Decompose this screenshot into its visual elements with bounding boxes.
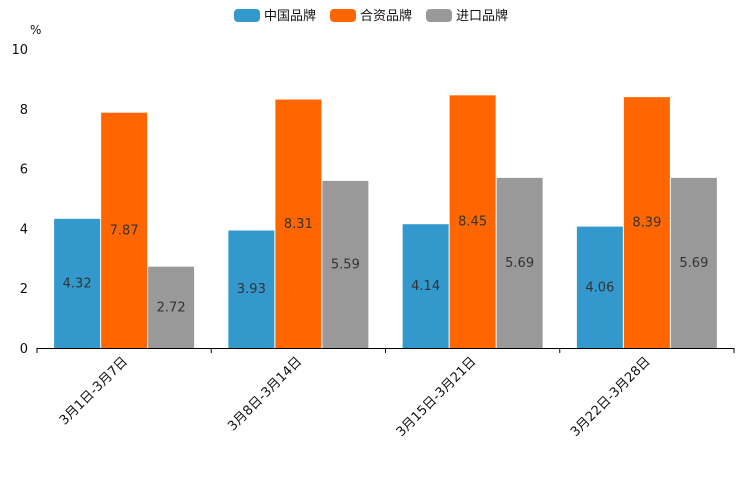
bars: 4.32 3.93 4.14 4.06 7.87 8.31 8.45 8.39 2.72 5.59…	[54, 95, 717, 348]
legend-swatch	[426, 9, 452, 22]
data-label: 5.69	[505, 256, 534, 271]
bar	[576, 226, 623, 348]
legend-swatch	[330, 9, 356, 22]
y-axis-unit: %	[30, 23, 41, 37]
data-label: 5.69	[679, 256, 708, 271]
y-tick-label: 6	[20, 163, 28, 178]
data-label: 8.39	[632, 216, 661, 231]
bar	[275, 99, 322, 348]
bar	[148, 266, 195, 348]
legend-label: 合资品牌	[360, 8, 412, 24]
bar	[54, 218, 101, 348]
bar	[101, 112, 148, 348]
y-tick-label: 10	[11, 43, 28, 58]
x-tick-label: 3月22日-3月28日	[568, 354, 654, 440]
bar	[228, 230, 275, 348]
legend-item[interactable]: 合资品牌	[330, 8, 412, 24]
data-label: 8.45	[458, 215, 487, 230]
legend-label: 进口品牌	[456, 8, 508, 24]
x-tick-label: 3月8日-3月14日	[225, 354, 305, 434]
bar	[670, 177, 717, 348]
data-label: 2.72	[157, 300, 186, 315]
data-label: 3.93	[237, 282, 266, 297]
data-label: 4.06	[585, 280, 614, 295]
data-label: 7.87	[110, 223, 139, 238]
bar	[322, 180, 369, 348]
legend-label: 中国品牌	[264, 8, 316, 24]
bar	[449, 95, 496, 348]
legend: 中国品牌 合资品牌 进口品牌	[234, 8, 508, 24]
y-tick-label: 0	[20, 342, 28, 357]
data-label: 5.59	[331, 257, 360, 272]
bar	[623, 97, 670, 348]
legend-item[interactable]: 中国品牌	[234, 8, 316, 24]
y-axis: 0 2 4 6 8 10	[11, 43, 28, 357]
bar	[496, 177, 543, 348]
x-axis: 3月1日-3月7日 3月8日-3月14日 3月15日-3月21日 3月22日-3月28…	[36, 348, 735, 440]
y-tick-label: 2	[20, 282, 28, 297]
data-label: 4.32	[63, 276, 92, 291]
data-label: 4.14	[411, 279, 440, 294]
x-tick-label: 3月15日-3月21日	[394, 354, 480, 440]
y-tick-label: 4	[20, 222, 28, 237]
y-tick-label: 8	[20, 103, 28, 118]
legend-item[interactable]: 进口品牌	[426, 8, 508, 24]
x-tick-label: 3月1日-3月7日	[57, 354, 131, 428]
legend-swatch	[234, 9, 260, 22]
bar	[402, 224, 449, 348]
data-label: 8.31	[284, 217, 313, 232]
